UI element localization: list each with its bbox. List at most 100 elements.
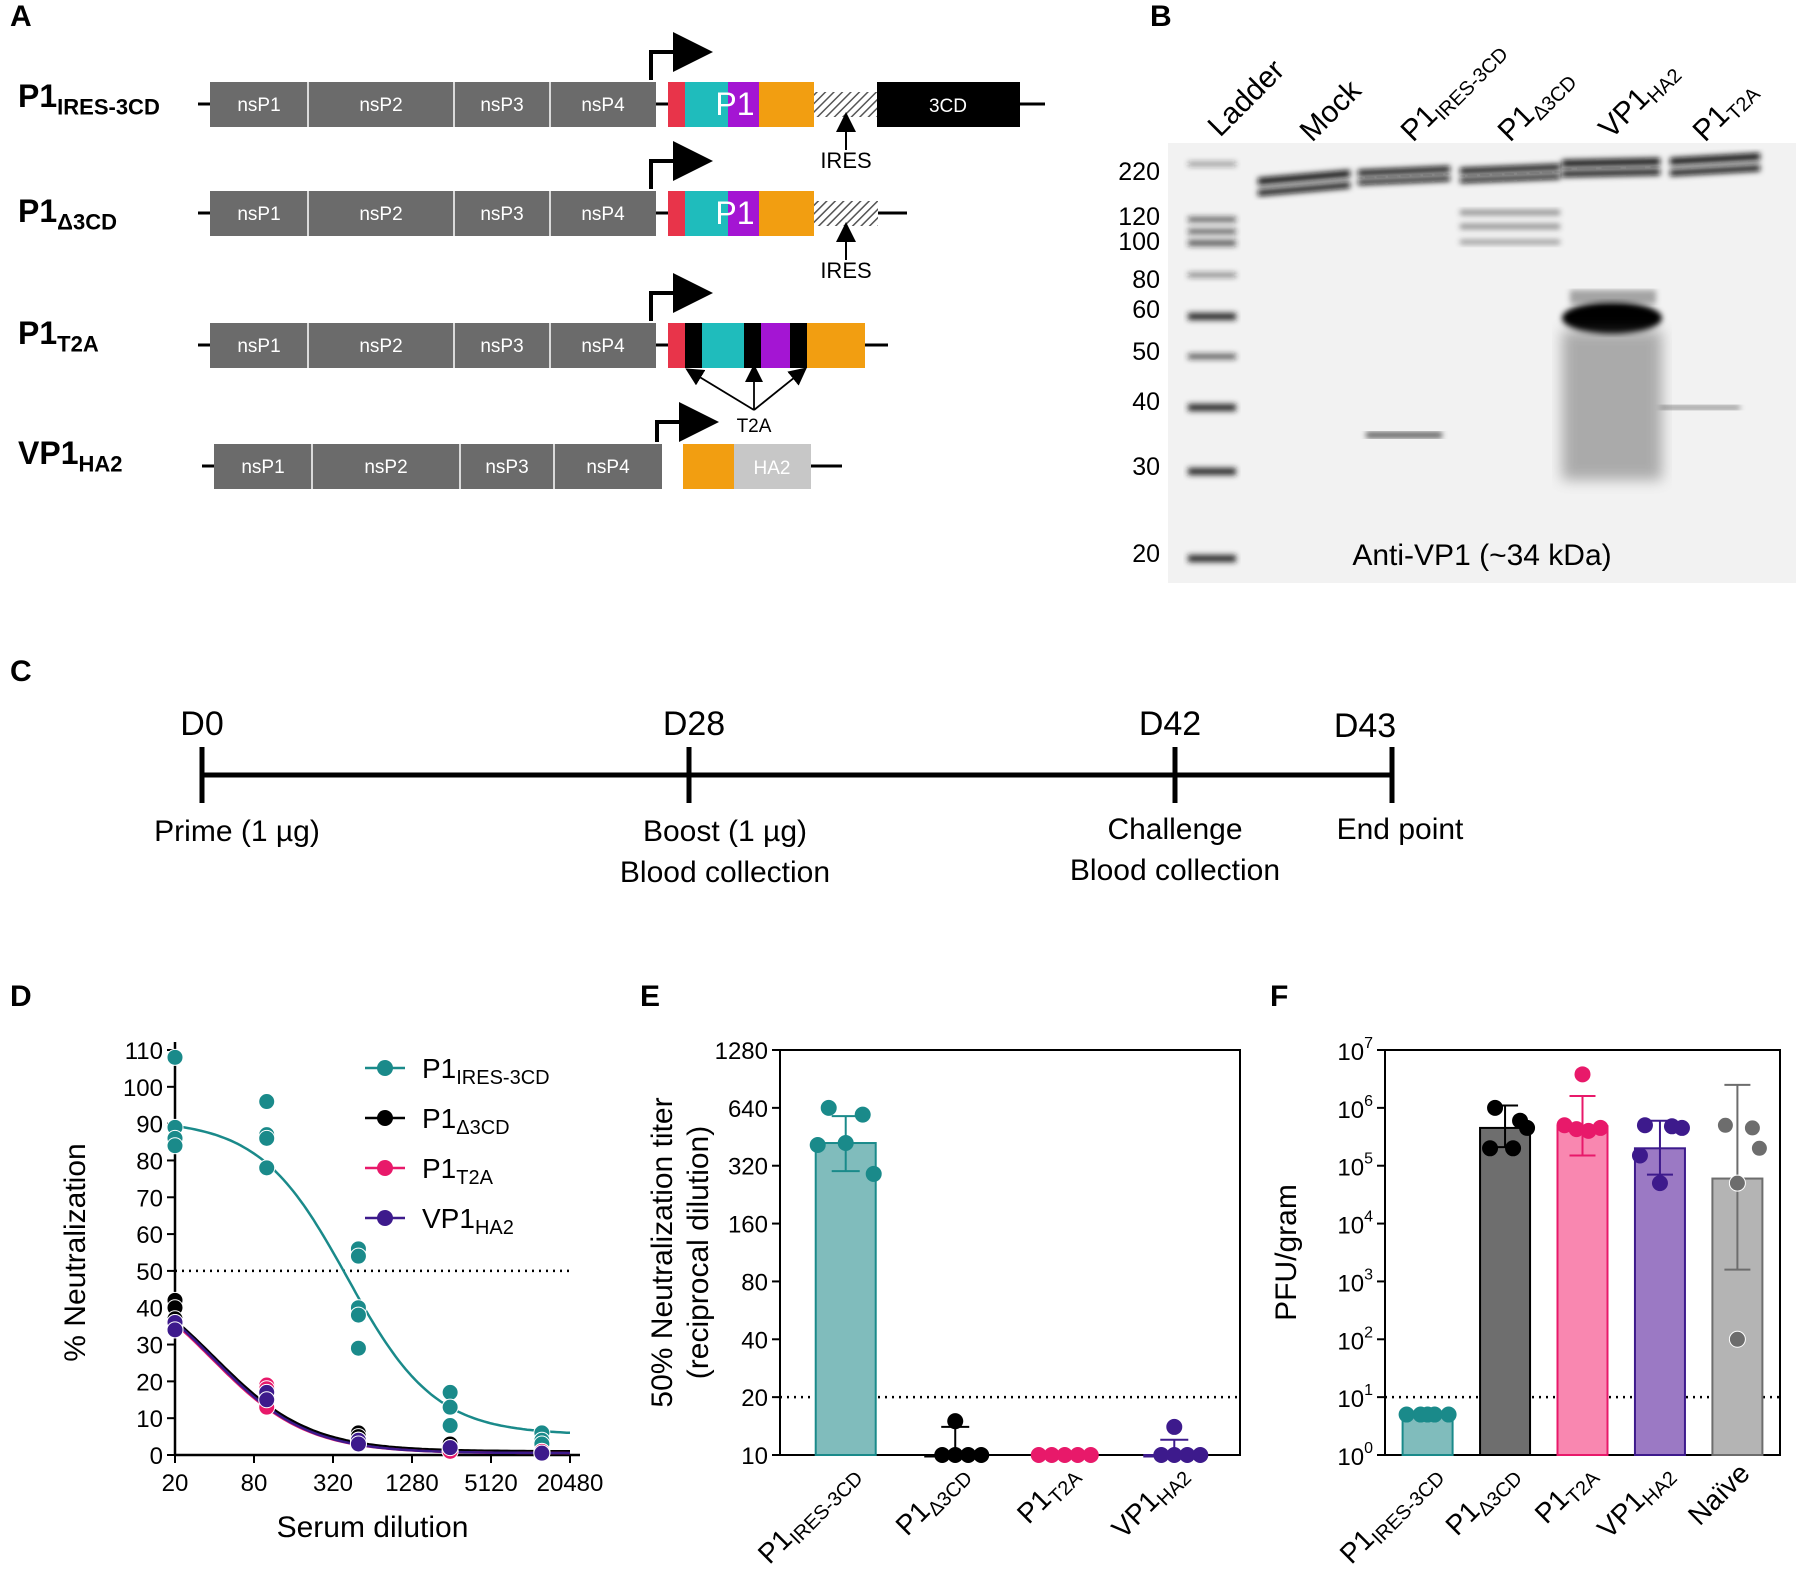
y-tick-label: 40 [136, 1296, 163, 1323]
legend-label-vp1-ha2: VP1HA2 [422, 1203, 514, 1239]
y-tick-label: 60 [136, 1222, 163, 1249]
data-point-p1-t2a [1592, 1119, 1609, 1136]
blot-caption: Anti-VP1 (~34 kDa) [1352, 539, 1611, 572]
svg-text:nsP4: nsP4 [581, 336, 625, 357]
data-point-vp1-ha2 [349, 1435, 367, 1453]
plot-frame [779, 1049, 1241, 1456]
timeline-event-boost: Boost (1 µg) [642, 815, 808, 848]
lane-label-vp1-ha2: VP1HA2 [1593, 54, 1687, 148]
construct-row-p1-t2a: nsP1 nsP2 nsP3 nsP4 T2A [198, 273, 888, 437]
bar-p1-3cd [1479, 1126, 1532, 1457]
bar-p1-ires-3cd [814, 1142, 877, 1456]
y-tick-label: 10 [741, 1443, 768, 1470]
x-tick-label: 5120 [464, 1470, 517, 1497]
data-point-p1-ires-3cd [349, 1339, 367, 1357]
y-tick-label: 40 [741, 1327, 768, 1354]
timeline-day-d0: D0 [180, 705, 224, 743]
data-point-p1-t2a [1043, 1447, 1060, 1463]
construct-schematic: nsP1 nsP2 nsP3 nsP4 P1 3CD IRES nsP1 nsP… [198, 32, 1045, 489]
data-point-vp1-ha2 [441, 1439, 459, 1457]
data-point-p1-t2a [1574, 1066, 1591, 1083]
data-point-p1-3cd [973, 1447, 990, 1463]
data-point-na-ve [1728, 1174, 1746, 1192]
y-tick-label: 20 [741, 1385, 768, 1412]
y-tick-label: 1280 [715, 1038, 768, 1065]
data-point-p1-3cd [1487, 1099, 1504, 1116]
timeline-day-d42: D42 [1138, 705, 1202, 743]
x-tick-label: 20 [162, 1470, 189, 1497]
fit-curve-vp1-ha2 [174, 1321, 571, 1455]
bar-vp1-ha2 [1633, 1147, 1686, 1456]
y-tick-label: 10 [136, 1406, 163, 1433]
data-point-p1-ires-3cd [441, 1383, 459, 1401]
data-point-p1-ires-3cd [441, 1417, 459, 1435]
data-point-p1-3cd [1519, 1119, 1536, 1136]
timeline-event-blood-1: Blood collection [619, 856, 831, 889]
fit-curve-p1-ires-3cd [174, 1124, 571, 1435]
blot-membrane [1168, 143, 1796, 583]
segment-nsp2: nsP2 [359, 95, 402, 116]
legend-label-p1-ires-3cd: P1IRES-3CD [422, 1053, 550, 1089]
western-blot: Ladder Mock P1IRES-3CD P1Δ3CD VP1HA2 P1T… [1118, 43, 1796, 583]
study-timeline [199, 747, 1395, 803]
segment-nsp4: nsP4 [581, 95, 625, 116]
svg-text:nsP4: nsP4 [581, 204, 625, 225]
marker-20: 20 [1132, 540, 1160, 568]
panel-label-c: C [10, 655, 32, 688]
data-point-p1-3cd [1505, 1140, 1522, 1157]
x-category-label-p1-ires-3cd: P1IRES-3CD [752, 1457, 868, 1573]
y-axis-label: 50% Neutralization titer [646, 1097, 679, 1407]
x-category-label-p1-3cd: P1Δ3CD [890, 1457, 977, 1544]
x-category-label-p1-t2a: P1T2A [1011, 1457, 1087, 1533]
legend-marker [377, 1060, 393, 1076]
construct-row-vp1-ha2: nsP1 nsP2 nsP3 nsP4 HA2 [202, 402, 842, 489]
data-point-p1-ires-3cd [258, 1129, 276, 1147]
panel-label-d: D [10, 980, 32, 1013]
x-tick-label: 80 [241, 1470, 268, 1497]
legend-label-p1-t2a: P1T2A [422, 1153, 494, 1189]
timeline-day-d28: D28 [662, 705, 726, 743]
y-tick-label: 100 [123, 1075, 163, 1102]
y-axis-label-2: (reciprocal dilution) [682, 1126, 715, 1379]
data-point-p1-t2a [1056, 1447, 1073, 1463]
x-category-label-p1-ires-3cd: P1IRES-3CD [1334, 1457, 1450, 1573]
y-tick-label: 640 [728, 1096, 768, 1123]
data-point-p1-ires-3cd [809, 1137, 826, 1154]
data-point-p1-3cd [960, 1447, 977, 1463]
x-tick-label: 20480 [537, 1470, 604, 1497]
promoter-arrow-icon [649, 273, 713, 321]
data-point-p1-t2a [1082, 1447, 1099, 1463]
y-tick-label: 20 [136, 1369, 163, 1396]
panel-label-b: B [1150, 0, 1172, 33]
timeline-event-challenge: Challenge [1107, 813, 1243, 846]
marker-120: 120 [1118, 203, 1160, 231]
timeline-day-d43: D43 [1333, 707, 1397, 745]
data-point-na-ve [1743, 1119, 1761, 1137]
timeline-event-prime: Prime (1 µg) [154, 815, 320, 848]
construct-label-vp1-ha2: VP1HA2 [18, 435, 123, 477]
x-category-label-p1-3cd: P1Δ3CD [1439, 1457, 1526, 1544]
y-tick-label: 160 [728, 1212, 768, 1239]
data-point-vp1-ha2 [1636, 1117, 1653, 1134]
y-tick-label: 103 [1337, 1266, 1373, 1297]
legend-marker [377, 1160, 393, 1176]
timeline-event-blood-2: Blood collection [1069, 854, 1281, 887]
data-point-p1-ires-3cd [166, 1137, 184, 1155]
data-point-vp1-ha2 [533, 1444, 551, 1462]
data-point-p1-3cd [947, 1413, 964, 1430]
data-point-p1-ires-3cd [854, 1106, 871, 1123]
data-point-p1-t2a [1568, 1121, 1585, 1138]
data-point-vp1-ha2 [1166, 1447, 1183, 1463]
svg-text:nsP1: nsP1 [237, 204, 280, 225]
y-tick-label: 30 [136, 1333, 163, 1360]
data-point-p1-ires-3cd [837, 1135, 854, 1152]
promoter-arrow-icon [655, 402, 719, 442]
svg-text:nsP1: nsP1 [241, 457, 284, 478]
data-point-p1-t2a [1069, 1447, 1086, 1463]
lane-label-p1-t2a: P1T2A [1687, 72, 1766, 151]
data-point-p1-t2a [1580, 1122, 1597, 1139]
data-point-p1-ires-3cd [258, 1159, 276, 1177]
svg-text:IRES: IRES [820, 258, 871, 283]
construct-label-p1-t2a: P1T2A [18, 315, 99, 357]
data-point-p1-ires-3cd [349, 1306, 367, 1324]
